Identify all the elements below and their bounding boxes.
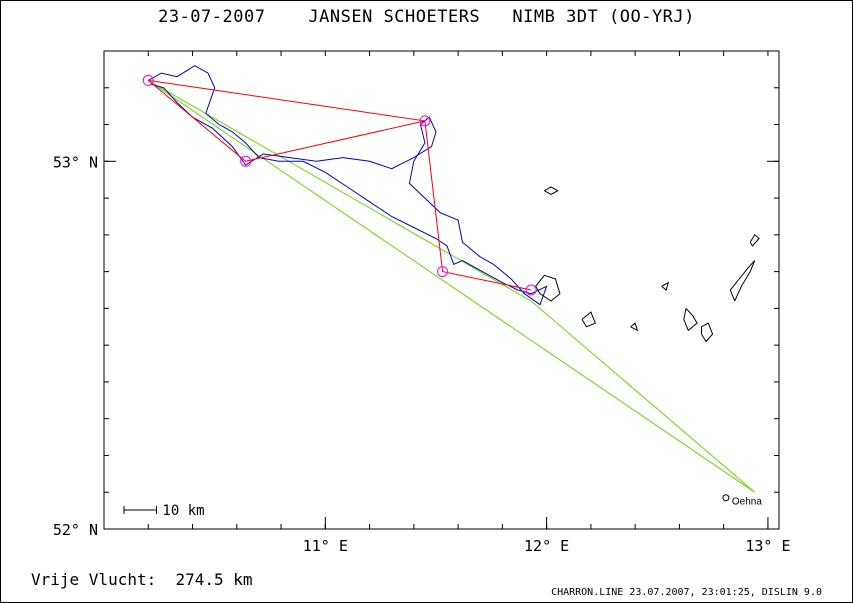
coastline-shape (544, 186, 559, 195)
flown-task-line (147, 79, 532, 291)
distance-value: 274.5 km (175, 570, 253, 589)
plot-frame (103, 50, 780, 530)
scale-bar: 10 km (123, 503, 205, 519)
coastline-shape (661, 281, 670, 291)
distance-summary: Vrije Vlucht: 274.5 km (31, 570, 253, 589)
render-credit: CHARRON.LINE 23.07.2007, 23:01:25, DISLI… (551, 587, 822, 598)
turnpoint-circle (240, 155, 252, 167)
turnpoint-markers (142, 74, 537, 296)
flight-date: 23-07-2007 (158, 7, 266, 27)
turnpoint-circle (437, 266, 449, 278)
turnpoint-circle (142, 74, 154, 86)
coastline-layer (535, 186, 760, 343)
x-tick-label-12: 12° E (524, 537, 569, 555)
place-marker: Oehna (722, 494, 762, 508)
x-tick-label-11: 11° E (303, 537, 348, 555)
axis-tick-labels: 11° E 12° E 13° E 52° N 53° N (53, 153, 791, 555)
turnpoint-circle (419, 115, 431, 127)
place-label: Oehna (732, 497, 762, 508)
x-tick-label-13: 13° E (745, 537, 790, 555)
coastline-shape (630, 322, 639, 332)
coastline-shape (701, 322, 714, 343)
y-tick-label-53: 53° N (53, 153, 98, 171)
coastline-shape (749, 234, 760, 247)
scale-bar-label: 10 km (162, 503, 204, 519)
place-dot (722, 494, 730, 502)
coastline-shape (535, 274, 561, 302)
coastline-shape (729, 260, 756, 302)
declared-task-line (148, 79, 756, 493)
coastline-shape (581, 311, 596, 328)
flight-title: 23-07-2007 JANSEN SCHOETERS NIMB 3DT (OO… (1, 7, 852, 27)
pilot-name: JANSEN SCHOETERS (308, 7, 481, 27)
turnpoint-circle (525, 284, 537, 296)
y-tick-label-52: 52° N (53, 521, 98, 539)
axis-ticks (104, 50, 779, 530)
coastline-shape (683, 308, 698, 332)
distance-label: Vrije Vlucht: (31, 570, 157, 589)
glider-id: NIMB 3DT (OO-YRJ) (512, 7, 695, 27)
flight-track-line (148, 65, 548, 306)
